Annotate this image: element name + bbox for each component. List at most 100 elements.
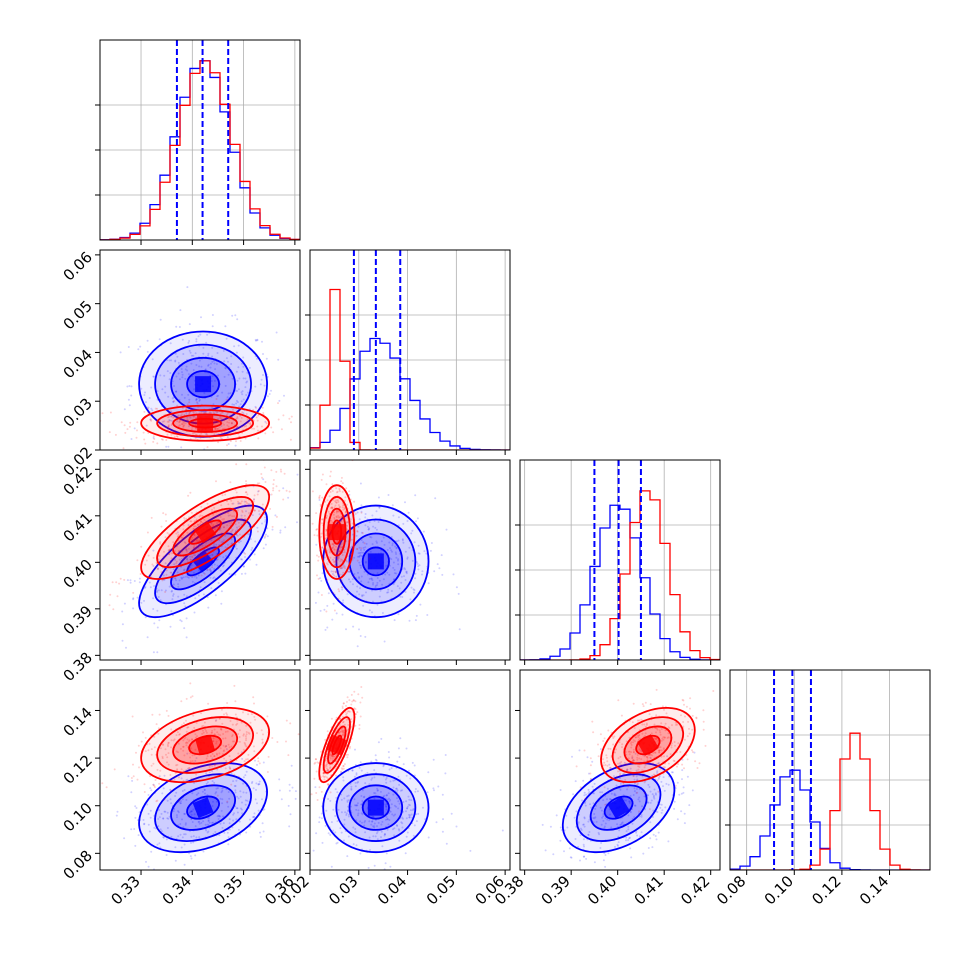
scatter-point <box>127 398 130 401</box>
scatter-point <box>228 818 231 821</box>
scatter-point <box>608 763 611 766</box>
scatter-point <box>637 738 640 741</box>
scatter-point <box>180 777 183 780</box>
scatter-point <box>393 834 396 837</box>
scatter-point <box>294 790 297 793</box>
scatter-point <box>320 535 323 538</box>
scatter-point <box>376 830 379 833</box>
scatter-point <box>177 835 180 838</box>
scatter-point <box>175 375 178 378</box>
scatter-point <box>398 802 401 805</box>
scatter-point <box>231 542 234 545</box>
scatter-point <box>181 818 183 821</box>
scatter-point <box>335 842 338 845</box>
scatter-point <box>334 831 337 834</box>
x-tick-label: 0.05 <box>423 872 459 908</box>
scatter-point <box>578 749 581 752</box>
scatter-point <box>182 826 185 829</box>
scatter-point <box>612 788 615 791</box>
scatter-point <box>235 426 238 429</box>
scatter-point <box>664 722 667 725</box>
scatter-point <box>266 535 269 538</box>
scatter-point <box>304 570 306 572</box>
panel-3-0: 0.33 0.34 0.35 0.360.080.100.120.14 <box>60 669 301 908</box>
scatter-point <box>116 595 119 598</box>
scatter-point <box>278 399 281 402</box>
scatter-point <box>237 388 240 391</box>
scatter-point <box>359 564 361 567</box>
scatter-point <box>418 564 421 567</box>
scatter-point <box>200 316 202 319</box>
scatter-point <box>194 759 197 762</box>
scatter-point <box>118 582 121 585</box>
scatter-point <box>153 786 156 789</box>
scatter-point <box>623 772 626 775</box>
scatter-point <box>338 731 341 734</box>
scatter-point <box>360 769 363 772</box>
scatter-point <box>640 814 643 816</box>
scatter-point <box>190 362 193 365</box>
scatter-point <box>373 825 376 828</box>
scatter-point <box>414 788 417 790</box>
scatter-point <box>130 438 133 440</box>
scatter-point <box>657 749 660 752</box>
scatter-point <box>231 723 234 726</box>
scatter-point <box>187 767 189 770</box>
scatter-point <box>333 516 336 519</box>
scatter-point <box>121 639 124 642</box>
scatter-point <box>210 525 213 528</box>
scatter-point <box>343 551 346 554</box>
scatter-point <box>166 799 169 802</box>
scatter-point <box>256 419 259 422</box>
scatter-point <box>136 596 139 599</box>
scatter-point <box>270 389 272 392</box>
scatter-point <box>167 549 170 552</box>
scatter-point <box>670 742 673 745</box>
scatter-point <box>634 804 637 807</box>
scatter-point <box>219 815 221 818</box>
scatter-point <box>229 392 232 395</box>
scatter-point <box>159 541 162 544</box>
scatter-point <box>336 791 339 794</box>
scatter-point <box>341 586 344 589</box>
scatter-point <box>188 412 191 414</box>
scatter-point <box>680 810 683 813</box>
scatter-point <box>204 555 207 558</box>
scatter-point <box>131 779 134 782</box>
scatter-point <box>363 570 366 573</box>
scatter-point <box>559 789 562 791</box>
scatter-point <box>357 809 360 812</box>
scatter-point <box>338 573 341 576</box>
scatter-point <box>679 751 682 753</box>
contour-line <box>327 507 347 557</box>
scatter-point <box>614 794 617 797</box>
scatter-point <box>222 526 225 529</box>
scatter-point <box>344 510 347 513</box>
scatter-point <box>341 554 344 556</box>
scatter-point <box>678 793 681 796</box>
scatter-point <box>356 548 358 550</box>
scatter-point <box>337 516 340 519</box>
scatter-point <box>344 511 347 514</box>
scatter-point <box>654 751 657 754</box>
scatter-point <box>325 516 328 519</box>
scatter-point <box>285 740 287 743</box>
scatter-point <box>441 573 444 576</box>
scatter-point <box>379 589 382 592</box>
scatter-point <box>323 608 326 611</box>
scatter-point <box>194 548 197 551</box>
scatter-point <box>579 786 582 789</box>
scatter-point <box>130 791 133 794</box>
scatter-point <box>125 646 127 649</box>
scatter-point <box>390 803 393 806</box>
scatter-point <box>190 777 193 780</box>
scatter-point <box>444 772 447 775</box>
scatter-point <box>245 737 248 740</box>
scatter-point <box>373 826 376 829</box>
scatter-point <box>405 810 407 813</box>
scatter-point <box>643 766 646 769</box>
scatter-point <box>261 798 263 801</box>
scatter-point <box>248 366 251 369</box>
scatter-point <box>179 414 182 417</box>
scatter-point <box>392 786 395 789</box>
